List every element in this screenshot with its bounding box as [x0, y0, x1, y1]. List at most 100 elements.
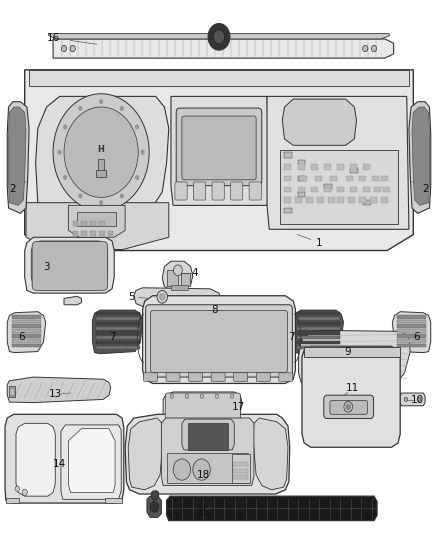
- FancyBboxPatch shape: [146, 305, 292, 377]
- FancyBboxPatch shape: [166, 373, 180, 381]
- Text: 7: 7: [288, 332, 294, 342]
- Circle shape: [64, 175, 67, 180]
- FancyBboxPatch shape: [175, 182, 187, 200]
- Circle shape: [79, 107, 82, 110]
- Circle shape: [120, 194, 124, 198]
- Bar: [328, 197, 335, 203]
- Bar: [96, 170, 106, 177]
- Bar: [99, 221, 105, 225]
- Bar: [376, 184, 384, 189]
- Polygon shape: [49, 34, 389, 39]
- Text: 8: 8: [211, 305, 218, 315]
- Polygon shape: [35, 96, 169, 208]
- Text: 16: 16: [46, 33, 60, 43]
- Bar: [280, 150, 398, 224]
- Bar: [324, 160, 332, 165]
- Circle shape: [200, 394, 204, 398]
- Text: 2: 2: [422, 184, 428, 195]
- Polygon shape: [134, 288, 221, 306]
- Text: 17: 17: [232, 402, 245, 413]
- Bar: [99, 159, 104, 171]
- Bar: [12, 325, 41, 328]
- Bar: [297, 327, 340, 330]
- Bar: [311, 165, 318, 169]
- Text: 1: 1: [316, 238, 323, 247]
- Bar: [372, 176, 379, 181]
- Bar: [77, 212, 117, 225]
- Polygon shape: [7, 102, 29, 213]
- Bar: [324, 165, 331, 169]
- Circle shape: [404, 397, 408, 401]
- FancyBboxPatch shape: [279, 373, 293, 381]
- Bar: [297, 208, 305, 213]
- Text: 15: 15: [197, 507, 210, 517]
- Text: 6: 6: [413, 332, 420, 342]
- Polygon shape: [253, 418, 288, 490]
- Polygon shape: [6, 498, 19, 503]
- Polygon shape: [182, 419, 234, 450]
- Bar: [381, 197, 388, 203]
- FancyBboxPatch shape: [194, 182, 206, 200]
- Text: 18: 18: [197, 470, 210, 480]
- Bar: [96, 336, 140, 340]
- Bar: [99, 231, 105, 236]
- Bar: [96, 322, 140, 325]
- Bar: [171, 285, 187, 290]
- FancyBboxPatch shape: [32, 241, 108, 290]
- Text: 9: 9: [345, 346, 351, 357]
- Text: 10: 10: [411, 395, 424, 406]
- Circle shape: [173, 459, 191, 480]
- Bar: [383, 187, 390, 192]
- Circle shape: [173, 265, 182, 276]
- Bar: [73, 231, 78, 236]
- Bar: [297, 312, 340, 316]
- Polygon shape: [128, 418, 163, 490]
- Bar: [397, 344, 426, 348]
- Bar: [315, 176, 322, 181]
- Bar: [324, 192, 332, 197]
- Circle shape: [53, 94, 149, 211]
- FancyBboxPatch shape: [150, 311, 288, 372]
- Polygon shape: [25, 70, 413, 251]
- Polygon shape: [68, 205, 125, 237]
- Polygon shape: [106, 498, 122, 503]
- FancyBboxPatch shape: [144, 373, 157, 381]
- Bar: [297, 317, 340, 320]
- Bar: [108, 231, 113, 236]
- Polygon shape: [92, 310, 143, 354]
- FancyBboxPatch shape: [234, 373, 247, 381]
- Text: 14: 14: [53, 459, 66, 469]
- Bar: [297, 341, 340, 344]
- Polygon shape: [16, 423, 55, 496]
- Circle shape: [64, 107, 138, 197]
- Circle shape: [208, 23, 230, 50]
- Circle shape: [15, 486, 19, 491]
- Text: 5: 5: [128, 292, 135, 302]
- Polygon shape: [64, 296, 81, 305]
- Circle shape: [213, 30, 225, 44]
- Bar: [167, 270, 178, 286]
- Bar: [300, 176, 307, 181]
- Polygon shape: [7, 312, 46, 353]
- Polygon shape: [61, 425, 121, 499]
- Bar: [374, 187, 381, 192]
- Bar: [285, 187, 291, 192]
- Polygon shape: [409, 102, 431, 213]
- Bar: [233, 469, 248, 473]
- Polygon shape: [171, 96, 269, 205]
- Bar: [285, 197, 291, 203]
- Bar: [381, 176, 388, 181]
- Polygon shape: [26, 203, 169, 249]
- Bar: [73, 221, 78, 225]
- FancyBboxPatch shape: [212, 182, 224, 200]
- Bar: [233, 462, 248, 466]
- Circle shape: [185, 394, 189, 398]
- Polygon shape: [68, 429, 115, 492]
- Bar: [363, 187, 370, 192]
- Circle shape: [58, 150, 61, 155]
- Bar: [376, 168, 384, 173]
- Bar: [188, 423, 228, 450]
- Bar: [81, 221, 87, 225]
- Bar: [311, 187, 318, 192]
- Bar: [285, 176, 291, 181]
